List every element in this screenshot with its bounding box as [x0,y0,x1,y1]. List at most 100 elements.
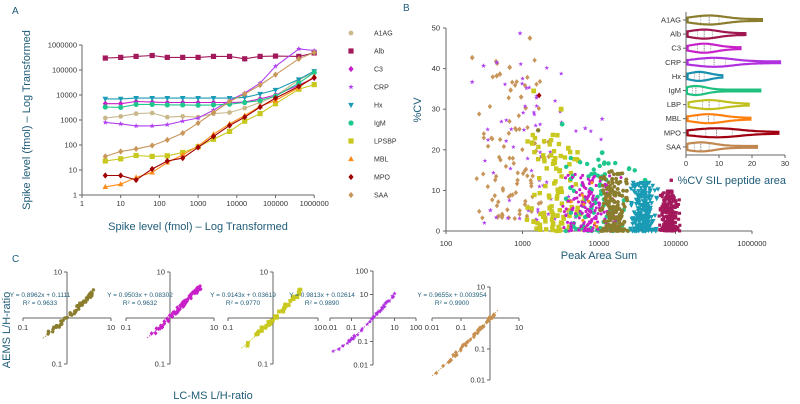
data-point [499,119,504,124]
data-point [620,171,625,176]
data-point [133,176,139,184]
data-point [311,74,317,81]
data-point [638,185,644,191]
data-point [559,121,565,127]
data-point [266,322,271,327]
legend-item-igm: IgM [348,120,386,128]
data-point [663,215,667,219]
panel-label-c: C [12,254,19,265]
legend-item-c3: C3 [348,65,383,74]
data-point [472,333,477,338]
data-point [563,196,569,201]
panel-label-a: A [12,6,19,17]
data-point [674,214,678,218]
data-point [441,363,445,369]
data-point [615,200,621,204]
data-point [597,163,602,169]
violin-a1ag: A1AG [661,14,763,26]
data-point [503,138,509,143]
data-point [621,202,626,206]
data-point [507,198,512,203]
data-point [480,215,485,221]
data-point [367,319,372,324]
y-tick-label: 0.01 [353,361,368,370]
data-point [311,82,317,88]
data-point [599,212,603,216]
data-point [616,216,622,221]
data-point [521,127,527,132]
data-point [558,220,564,225]
data-point [535,209,541,215]
data-point [602,210,606,214]
data-point [655,187,661,192]
data-point [507,118,512,124]
data-point [506,194,511,200]
data-point [57,325,62,329]
series-line [105,77,315,181]
data-point [226,53,233,59]
data-point [624,188,629,193]
y-tick-label: 10 [360,290,368,299]
chart-b-y-label: %CV [412,97,424,123]
data-point [522,167,528,174]
data-point [475,330,480,336]
data-point [618,180,623,184]
violin-shape [686,70,724,82]
data-point [508,126,514,132]
legend-label: MBL [374,157,389,164]
data-point [492,193,498,199]
data-point [597,203,601,207]
data-point [494,59,500,65]
data-point [102,158,108,164]
data-point [669,223,673,227]
violin-shape [686,141,759,153]
data-point [661,202,665,206]
data-point [577,216,581,220]
data-point [180,102,186,108]
data-point [601,176,606,181]
data-point [497,71,503,77]
x-tick-label: 0.1 [121,323,131,332]
data-point [118,114,124,119]
data-point [311,49,317,56]
data-point [525,205,530,210]
data-point [642,196,648,202]
data-point [662,222,666,226]
data-point [341,343,345,348]
y-tick-label: 100000 [52,66,77,75]
data-point [149,142,155,149]
data-point [550,225,555,230]
data-point [376,309,381,314]
data-point [510,192,515,198]
data-point [257,97,263,104]
data-point [587,182,591,186]
data-point [645,201,651,207]
data-point [580,211,584,215]
data-point [178,303,182,308]
data-point [65,315,70,320]
data-point [591,194,595,198]
data-point [195,102,201,108]
data-point [185,298,189,304]
equation-text: Y = 0.8962x + 0.1111 [10,292,71,299]
category-label: SAA [666,142,681,151]
data-point [348,338,353,342]
data-point [583,226,587,230]
series-hx [102,69,318,102]
data-point [481,171,486,177]
data-point [590,191,594,195]
legend-marker [348,48,354,54]
data-point [453,353,458,359]
data-point [475,327,480,333]
data-point [541,139,547,144]
data-point [529,208,534,214]
data-point [631,210,637,215]
series-mbl [569,181,610,229]
data-point [582,185,586,189]
series-line [105,76,315,188]
data-point [576,200,580,204]
